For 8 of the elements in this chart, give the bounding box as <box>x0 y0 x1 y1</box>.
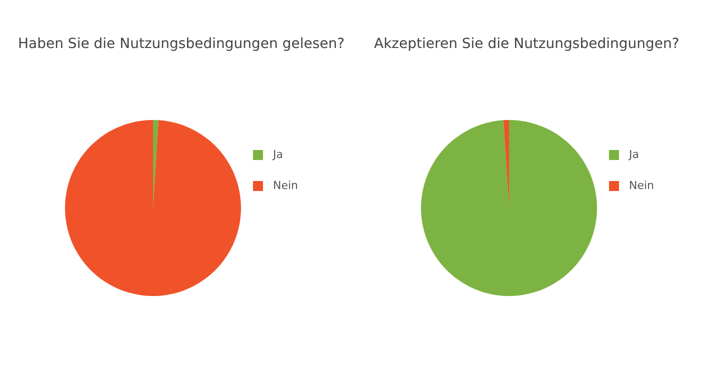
legend-label: Ja <box>629 148 639 161</box>
chart-title: Haben Sie die Nutzungsbedingungen gelesen? <box>18 36 345 52</box>
legend-label: Ja <box>273 148 283 161</box>
legend-label: Nein <box>273 179 298 192</box>
pie-slice <box>421 120 597 296</box>
pie-slice <box>65 120 241 296</box>
chart-title: Akzeptieren Sie die Nutzungsbedingungen? <box>374 36 680 52</box>
legend-label: Nein <box>629 179 654 192</box>
